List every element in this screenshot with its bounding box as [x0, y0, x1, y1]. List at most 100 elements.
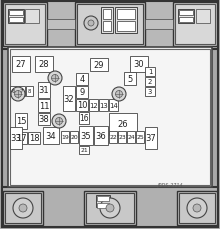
Text: 4: 4 [79, 75, 85, 84]
Bar [5, 5, 45, 45]
Text: 32: 32 [64, 95, 74, 104]
Text: 2: 2 [148, 79, 152, 85]
Text: 28: 28 [39, 60, 49, 69]
Bar [196, 10, 210, 24]
Bar [35, 57, 53, 73]
Text: 36: 36 [96, 131, 106, 140]
Circle shape [11, 88, 25, 101]
Text: 23: 23 [118, 135, 126, 140]
Text: 15: 15 [16, 117, 26, 126]
Text: 37: 37 [146, 134, 156, 143]
Text: 24: 24 [127, 135, 135, 140]
Bar [43, 128, 59, 144]
Bar [76, 87, 88, 98]
Text: 11: 11 [39, 101, 49, 111]
Bar [5, 193, 41, 223]
Bar [86, 193, 134, 223]
Bar [10, 87, 17, 97]
Text: 35: 35 [81, 131, 91, 140]
Text: 3: 3 [148, 89, 152, 95]
Text: 14: 14 [109, 103, 118, 109]
Bar [3, 3, 47, 47]
Bar [117, 22, 135, 32]
Bar [145, 78, 155, 87]
Text: 18: 18 [29, 134, 39, 143]
Text: 6: 6 [12, 89, 15, 94]
Text: 30: 30 [134, 60, 144, 69]
Bar [79, 146, 89, 154]
Bar [9, 11, 23, 16]
Text: 34: 34 [46, 131, 56, 140]
Bar [94, 126, 108, 145]
Bar [3, 191, 43, 225]
Bar [145, 88, 155, 97]
Bar [97, 203, 109, 208]
Bar [10, 50, 210, 185]
Circle shape [19, 204, 27, 212]
Bar [109, 100, 118, 112]
Bar [173, 3, 217, 47]
Bar [177, 191, 217, 225]
Text: 29: 29 [94, 61, 104, 70]
Circle shape [52, 114, 66, 128]
Circle shape [106, 204, 114, 212]
Bar [84, 191, 136, 225]
Bar [118, 131, 126, 143]
Bar [25, 10, 39, 24]
Bar [2, 2, 218, 50]
Bar [15, 114, 27, 129]
Bar [2, 187, 218, 227]
Text: 13: 13 [99, 103, 108, 109]
Bar [47, 20, 75, 30]
Bar [103, 10, 111, 20]
Bar [77, 5, 143, 45]
Bar [18, 87, 25, 97]
Bar [76, 100, 88, 112]
Text: 9: 9 [79, 88, 85, 97]
Text: JPDS-2714: JPDS-2714 [158, 182, 184, 187]
Bar [70, 131, 78, 143]
Bar [8, 48, 212, 187]
Text: 22: 22 [109, 135, 117, 140]
Bar [109, 131, 117, 143]
Bar [178, 10, 194, 24]
Circle shape [51, 75, 59, 82]
Bar [38, 114, 50, 125]
Bar [9, 18, 23, 23]
Bar [124, 73, 136, 86]
Bar [101, 8, 113, 34]
Bar [115, 8, 137, 34]
Bar [79, 112, 89, 124]
Text: 10: 10 [77, 101, 87, 110]
Text: 27: 27 [16, 60, 26, 69]
Circle shape [15, 91, 22, 98]
Text: 5: 5 [127, 75, 133, 84]
Bar [61, 131, 69, 143]
Bar [127, 131, 135, 143]
Text: 21: 21 [80, 148, 88, 153]
Bar [179, 11, 193, 16]
Bar [76, 74, 88, 86]
Circle shape [55, 118, 62, 125]
Circle shape [48, 72, 62, 86]
Bar [103, 22, 111, 32]
Text: 17: 17 [16, 134, 26, 143]
Bar [90, 59, 108, 72]
Bar [179, 193, 215, 223]
Bar [175, 5, 215, 45]
Bar [15, 132, 27, 144]
Text: 1: 1 [148, 69, 152, 75]
Circle shape [84, 17, 98, 31]
Text: 12: 12 [89, 103, 98, 109]
Text: 33: 33 [11, 134, 21, 143]
Bar [26, 87, 33, 97]
Text: 8: 8 [28, 89, 31, 94]
Text: 26: 26 [118, 120, 128, 129]
Bar [136, 131, 144, 143]
Bar [79, 126, 93, 145]
Bar [117, 10, 135, 20]
Text: 38: 38 [39, 115, 49, 124]
Bar [99, 100, 108, 112]
Bar [28, 132, 40, 144]
Bar [12, 57, 30, 73]
